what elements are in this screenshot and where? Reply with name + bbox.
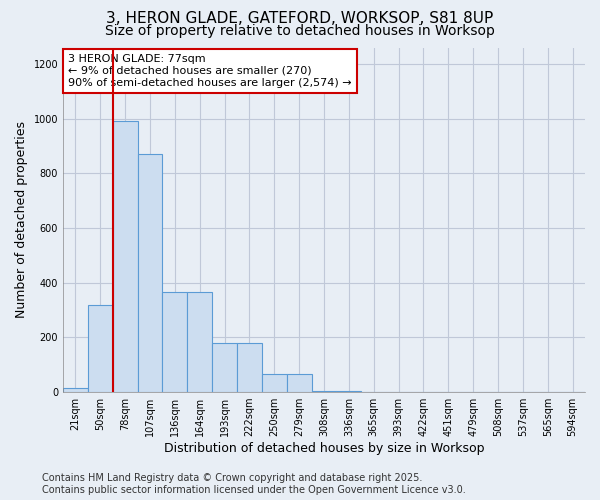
Bar [88, 304, 113, 392]
Bar [63, 388, 88, 392]
Bar [212, 343, 237, 392]
Bar [311, 390, 337, 392]
Bar [337, 390, 361, 392]
Text: Contains HM Land Registry data © Crown copyright and database right 2025.
Contai: Contains HM Land Registry data © Crown c… [42, 474, 466, 495]
Bar [262, 374, 287, 392]
Y-axis label: Number of detached properties: Number of detached properties [15, 122, 28, 318]
Bar [163, 292, 187, 392]
Bar [237, 343, 262, 392]
Text: 3, HERON GLADE, GATEFORD, WORKSOP, S81 8UP: 3, HERON GLADE, GATEFORD, WORKSOP, S81 8… [106, 11, 494, 26]
X-axis label: Distribution of detached houses by size in Worksop: Distribution of detached houses by size … [164, 442, 484, 455]
Bar [137, 154, 163, 392]
Bar [187, 292, 212, 392]
Bar [287, 374, 311, 392]
Bar [113, 122, 137, 392]
Text: 3 HERON GLADE: 77sqm
← 9% of detached houses are smaller (270)
90% of semi-detac: 3 HERON GLADE: 77sqm ← 9% of detached ho… [68, 54, 352, 88]
Text: Size of property relative to detached houses in Worksop: Size of property relative to detached ho… [105, 24, 495, 38]
